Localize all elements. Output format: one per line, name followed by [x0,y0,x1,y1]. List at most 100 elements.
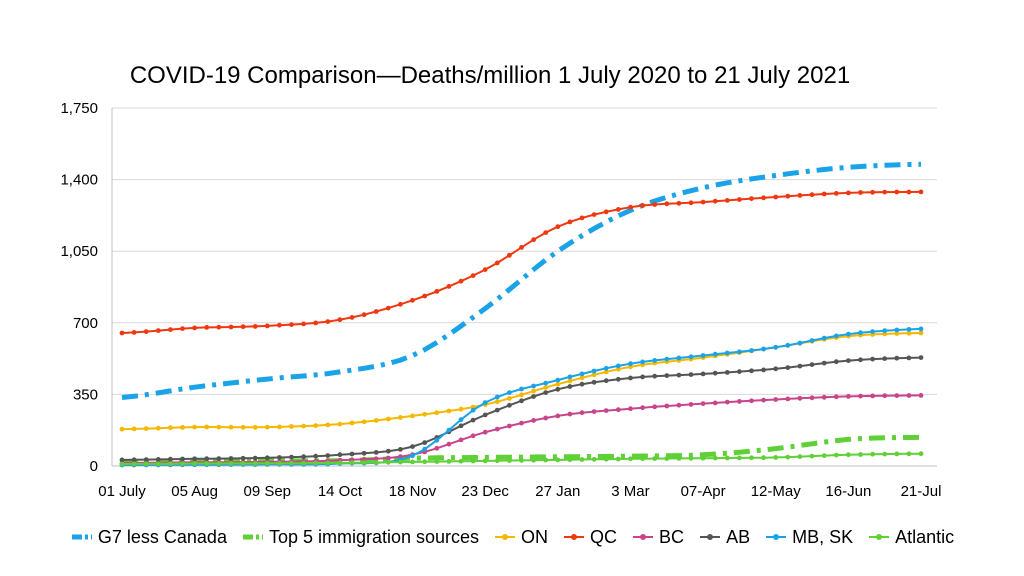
data-point [458,406,464,412]
data-point [918,326,924,332]
data-point [264,424,270,430]
data-point [143,329,149,334]
legend-item-ab: AB [698,527,750,548]
legend-item-qc: QC [562,527,617,548]
data-point [846,394,851,399]
data-point [555,381,561,387]
data-point [809,338,815,343]
data-point [821,191,827,197]
data-point [543,390,549,395]
data-point [894,331,900,336]
data-point [591,372,597,378]
data-point [143,457,149,462]
data-point [906,355,912,361]
data-point [155,328,161,333]
data-point [785,396,791,402]
data-point [168,461,173,467]
data-point [252,455,258,461]
data-point [591,409,597,414]
data-point [761,195,766,201]
data-point [289,322,294,327]
data-point [228,324,234,330]
data-point [301,423,306,429]
data-point [676,372,682,378]
data-point [664,201,670,207]
data-point [373,309,379,314]
data-point [228,456,234,461]
data-point [749,368,754,374]
data-point [809,362,815,367]
axes [111,108,937,467]
data-point [615,376,621,382]
data-point [870,329,875,334]
data-point [543,230,549,236]
data-point [434,289,440,294]
data-point [918,189,924,195]
data-point [833,333,839,339]
data-point [846,358,851,363]
data-point [155,425,161,431]
data-point [385,459,391,465]
data-point [797,340,803,346]
data-point [628,375,633,381]
legend-item-on: ON [493,527,548,548]
data-point [615,407,621,413]
data-point [277,322,282,328]
data-point [240,424,246,430]
legend-swatch [564,534,585,540]
data-point [567,411,573,417]
data-point [204,325,210,330]
data-point [446,441,452,447]
data-point [543,457,549,463]
data-point [652,358,658,363]
legend-label: BC [659,526,685,547]
data-point [615,456,621,462]
data-point [519,398,524,404]
data-point [494,394,500,400]
data-point [652,373,658,379]
data-point [264,455,270,461]
data-point [761,397,766,403]
y-tick-labels: 0 350 700 1,050 1,400 1,750 [60,100,98,475]
data-point [773,194,779,200]
data-point [252,461,258,466]
data-point [833,191,839,196]
data-point [579,457,585,462]
data-point [385,305,391,311]
data-point [337,460,343,466]
legend-label: ON [521,526,549,547]
data-point [591,212,597,218]
data-point [579,410,585,416]
data-point [652,404,658,410]
legend-swatch [633,534,654,540]
data-point [361,450,367,456]
data-point [882,451,888,457]
data-point [664,456,670,461]
data-point [894,451,900,457]
data-point [470,433,476,439]
data-point [858,357,863,363]
legend-label: Top 5 immigration sources [268,526,480,547]
data-point [737,197,742,202]
data-point [204,424,210,430]
data-point [700,199,706,205]
series-markers-on [119,330,924,432]
data-point [615,366,621,372]
data-point [688,372,694,377]
data-point [821,453,827,458]
data-point [325,319,331,324]
series-line-g7-less-canada [121,161,922,400]
data-point [228,461,234,466]
data-point [410,444,415,449]
data-point [264,323,270,329]
data-point [482,429,488,435]
data-point [664,356,670,362]
data-point [228,424,234,430]
data-point [289,460,294,466]
data-point [458,423,464,429]
data-point [628,456,633,462]
data-point [519,392,524,398]
data-point [846,190,851,196]
data-point [531,388,536,394]
data-point [906,451,912,457]
